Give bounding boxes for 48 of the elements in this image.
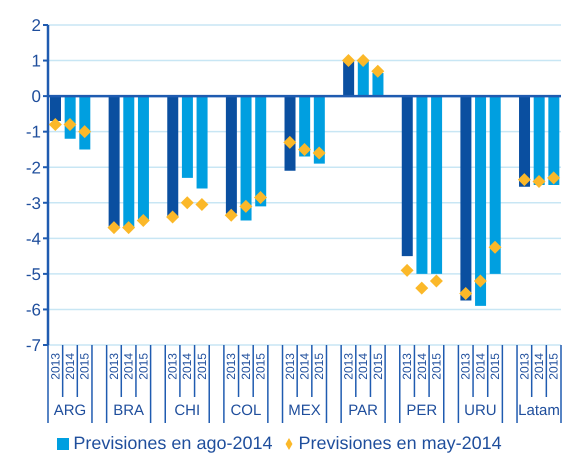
x-tick-label: 2014: [122, 352, 136, 380]
x-tick-label: 2014: [473, 352, 488, 380]
x-tick-label: 2014: [356, 352, 370, 380]
y-tick-label: -2: [26, 158, 41, 178]
text: PER: [406, 402, 438, 419]
x-tick-label: 2014: [298, 352, 312, 380]
x-tick-label: 2013: [341, 352, 356, 380]
x-tick-label: 2015: [312, 352, 326, 380]
x-tick-label: 2013: [48, 352, 62, 380]
x-tick-label: 2015: [254, 352, 268, 380]
x-tick-label: 2014: [180, 352, 194, 380]
x-tick-label: 2015: [194, 352, 209, 380]
y-tick-label: -6: [26, 300, 41, 320]
x-tick-label: 2013: [106, 352, 121, 380]
text: ARG: [54, 402, 86, 419]
x-tick-label: 2014: [414, 352, 429, 380]
x-tick-label: 2015: [136, 352, 150, 380]
text: PAR: [348, 402, 378, 419]
y-tick-label: -5: [26, 264, 41, 284]
text: BRA: [113, 402, 144, 419]
x-tick-label: 2015: [546, 352, 561, 380]
legend-label: Previsiones en ago-2014: [73, 433, 273, 453]
y-tick-label: -4: [26, 229, 41, 248]
y-tick-label: -1: [26, 122, 41, 142]
x-tick-label: 2013: [282, 352, 297, 380]
x-tick-label: 2015: [370, 352, 385, 380]
x-tick-label: 2013: [224, 352, 238, 380]
x-tick-label: 2013: [458, 352, 473, 380]
text: MEX: [288, 402, 321, 419]
x-tick-label: 2013: [517, 352, 532, 380]
text: COL: [230, 402, 262, 419]
x-tick-label: 2013: [400, 352, 414, 380]
x-tick-label: 2015: [488, 352, 502, 380]
x-tick-label: 2014: [62, 352, 77, 380]
x-tick-label: 2015: [429, 352, 444, 380]
y-tick-label: 2: [32, 16, 41, 36]
y-tick-label: 0: [32, 87, 41, 106]
text: URU: [464, 402, 497, 419]
x-tick-label: 2015: [78, 352, 92, 380]
text: Latam: [518, 402, 560, 419]
y-tick-label: -3: [26, 194, 41, 213]
x-tick-label: 2014: [532, 352, 546, 380]
x-tick-label: 2013: [166, 352, 180, 380]
legend-label: Previsiones en may-2014: [298, 433, 502, 453]
text: CHI: [174, 402, 200, 419]
x-tick-label: 2014: [238, 352, 253, 380]
y-tick-label: 1: [32, 52, 41, 71]
y-tick-label: -7: [26, 336, 41, 356]
